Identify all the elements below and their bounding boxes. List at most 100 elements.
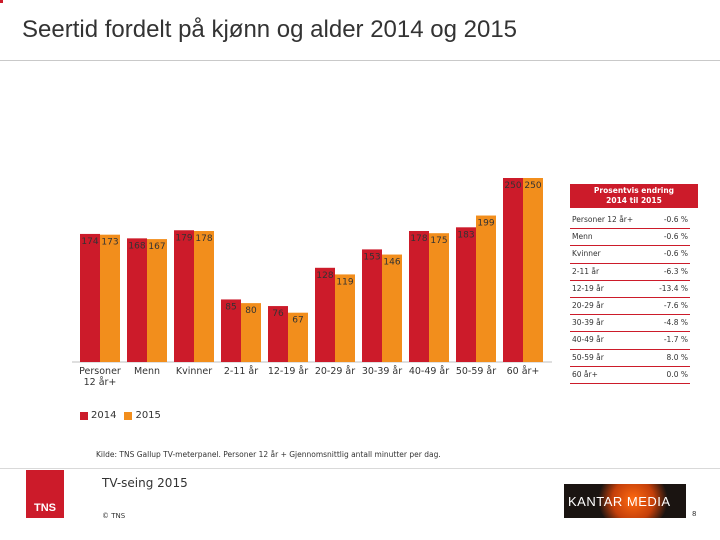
bar-2014 (221, 299, 241, 362)
change-table-label: 2-11 år (572, 266, 600, 276)
change-table-value: -6.3 % (663, 266, 688, 276)
data-label-2014: 183 (457, 230, 474, 240)
chart-legend: 2014 2015 (80, 410, 165, 421)
change-table-rule (570, 245, 690, 247)
data-label-2015: 250 (524, 181, 541, 191)
bar-2015 (241, 303, 261, 362)
change-table-rule (570, 365, 690, 367)
page-title: Seertid fordelt på kjønn og alder 2014 o… (22, 16, 518, 43)
change-table-rule (570, 279, 690, 281)
bar-2014 (503, 178, 523, 362)
change-table-value: -4.8 % (663, 318, 688, 328)
change-table-value: 0.0 % (666, 369, 688, 379)
x-tick-label: 12-19 år (268, 366, 308, 377)
bar-2015 (476, 215, 496, 362)
change-table-value: -0.6 % (663, 215, 688, 224)
legend-item-2014: 2014 (80, 410, 116, 421)
bar-2014 (409, 230, 429, 362)
change-table-header-line2: 2014 til 2015 (606, 196, 662, 205)
change-table-header: Prosentvis endring 2014 til 2015 (570, 184, 698, 208)
bar-2014 (315, 267, 335, 362)
data-label-2015: 146 (383, 258, 400, 268)
bar-2015 (288, 312, 308, 362)
kantar-logo-text: KANTAR MEDIA (568, 494, 671, 509)
change-table-value: 8.0 % (666, 352, 688, 362)
tns-logo: TNS (26, 470, 64, 518)
copyright: © TNS (102, 512, 126, 520)
kantar-flare (598, 484, 668, 518)
x-tick-label: 30-39 år (362, 366, 402, 377)
bar-2014 (80, 233, 100, 362)
bar-2015 (523, 178, 543, 362)
tns-logo-text: TNS (34, 502, 56, 514)
change-table-label: 60 år+ (572, 369, 598, 379)
bar-2014 (174, 230, 194, 362)
change-table-rule (570, 228, 690, 230)
x-tick-label: Kvinner (176, 366, 212, 377)
change-table-row: 30-39 år -4.8 % (570, 315, 698, 333)
change-table-header-line1: Prosentvis endring (593, 186, 675, 195)
bar-2014 (456, 227, 476, 362)
data-label-2015: 175 (430, 236, 447, 246)
data-label-2015: 80 (245, 306, 257, 316)
kantar-media-logo: KANTAR MEDIA (564, 484, 686, 518)
change-table-row: Menn -0.6 % (570, 229, 698, 247)
bar-2015 (147, 239, 167, 362)
data-label-2014: 168 (128, 241, 145, 251)
change-table-rule (570, 262, 690, 264)
bar-2014 (127, 238, 147, 362)
data-label-2015: 67 (292, 316, 303, 326)
data-label-2015: 119 (336, 277, 353, 287)
change-table: Personer 12 år+ -0.6 % Menn -0.6 % Kvinner -0… (570, 212, 698, 384)
legend-label-2015: 2015 (135, 410, 161, 421)
change-table-row: 40-49 år -1.7 % (570, 332, 698, 350)
bar-2015 (335, 274, 355, 362)
x-tick-label: 2-11 år (224, 366, 258, 377)
change-table-row: 60 år+ 0.0 % (570, 367, 698, 384)
source-note: Kilde: TNS Gallup TV-meterpanel. Persone… (96, 450, 441, 459)
change-table-label: 20-29 år (572, 300, 604, 310)
legend-swatch-2014 (80, 411, 88, 420)
change-table-label: Menn (572, 232, 593, 242)
legend-label-2014: 2014 (91, 410, 117, 421)
data-label-2014: 153 (363, 252, 380, 262)
x-tick-label: Menn (134, 366, 160, 377)
bar-2015 (382, 254, 402, 362)
change-table-value: -13.4 % (659, 283, 688, 293)
x-tick-label: 40-49 år (409, 366, 449, 377)
bar-2014 (362, 249, 382, 362)
corner-accent (0, 0, 3, 3)
change-table-row: 2-11 år -6.3 % (570, 264, 698, 281)
data-label-2014: 174 (81, 237, 98, 247)
data-label-2014: 178 (410, 234, 427, 244)
data-label-2015: 167 (148, 242, 165, 252)
footer-divider (0, 468, 720, 469)
data-label-2014: 76 (272, 309, 284, 319)
change-table-rule (570, 314, 690, 316)
change-table-value: -7.6 % (663, 300, 688, 310)
bar-2015 (429, 233, 449, 362)
change-table-rule (570, 331, 690, 333)
data-label-2015: 173 (101, 238, 118, 248)
change-table-label: 30-39 år (572, 318, 604, 328)
change-table-rule (570, 382, 690, 384)
change-table-row: Personer 12 år+ -0.6 % (570, 212, 698, 230)
x-tick-label: 20-29 år (315, 366, 355, 377)
page-number: 8 (692, 510, 697, 518)
footer-title: TV-seing 2015 (102, 476, 188, 490)
legend-swatch-2015 (124, 411, 133, 420)
data-label-2014: 179 (175, 233, 192, 243)
change-table-row: 12-19 år -13.4 % (570, 281, 698, 298)
x-tick-label: 50-59 år (456, 366, 496, 377)
data-label-2014: 128 (316, 271, 333, 281)
bar-2015 (194, 230, 214, 362)
change-table-value: -0.6 % (663, 232, 688, 242)
change-table-value: -1.7 % (663, 335, 688, 345)
change-table-label: 12-19 år (572, 283, 604, 293)
title-divider (0, 60, 720, 61)
change-table-label: Personer 12 år+ (572, 215, 634, 224)
change-table-row: Kvinner -0.6 % (570, 246, 698, 264)
bar-2015 (100, 234, 120, 362)
legend-item-2015: 2015 (124, 410, 161, 421)
